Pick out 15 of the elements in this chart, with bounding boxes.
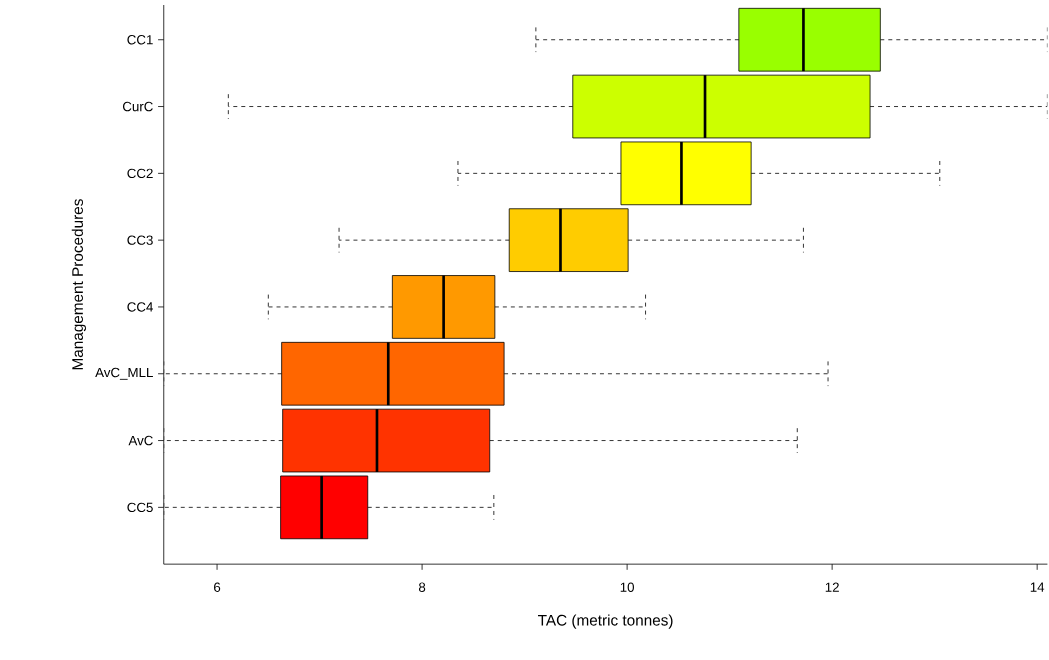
y-axis-title: Management Procedures <box>71 199 87 370</box>
x-tick-label: 14 <box>1030 582 1045 592</box>
y-tick-label: CC4 <box>127 302 153 312</box>
y-tick-label: AvC_MLL <box>95 367 153 380</box>
y-tick-label: CC5 <box>127 502 153 513</box>
y-tick-label: CC2 <box>127 168 153 179</box>
x-tick-label: 6 <box>214 582 221 592</box>
y-tick-label: CC3 <box>127 235 153 245</box>
x-tick-label: 12 <box>825 582 839 592</box>
x-tick-label: 10 <box>620 582 634 592</box>
x-axis-title: TAC (metric tonnes) <box>538 614 673 629</box>
y-tick-label: CC1 <box>127 35 153 45</box>
x-tick-label: 8 <box>418 582 426 592</box>
y-tick-label: CurC <box>122 101 153 112</box>
y-tick-label: AvC <box>128 435 153 446</box>
